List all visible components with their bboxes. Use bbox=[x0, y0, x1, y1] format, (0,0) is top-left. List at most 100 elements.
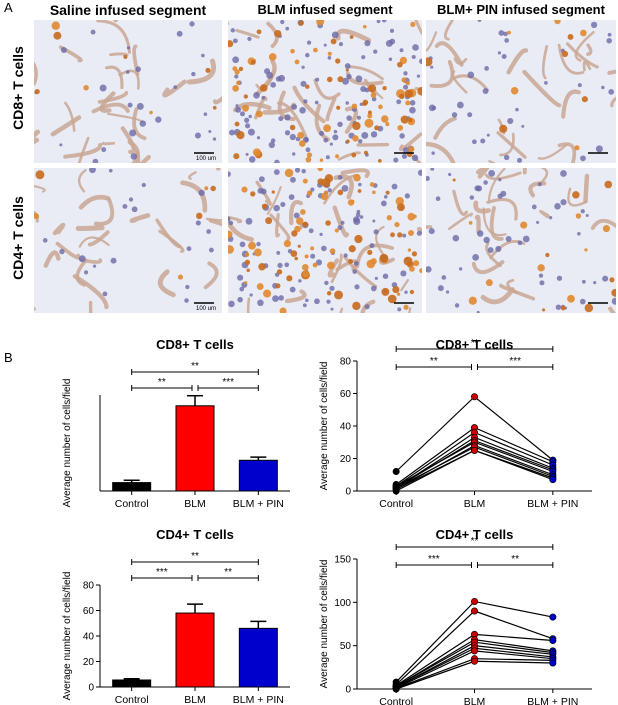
stained-cell bbox=[263, 289, 272, 298]
nucleus-spot bbox=[329, 142, 333, 146]
stained-cell bbox=[468, 221, 473, 225]
significance-label: ** bbox=[224, 567, 232, 578]
stained-cell bbox=[53, 31, 62, 40]
nucleus-spot bbox=[290, 176, 296, 183]
nucleus-spot bbox=[437, 285, 444, 292]
nucleus-spot bbox=[448, 172, 452, 177]
stained-cell bbox=[233, 153, 240, 160]
stained-cell bbox=[246, 268, 250, 273]
nucleus-spot bbox=[548, 215, 553, 220]
stained-cell bbox=[396, 203, 405, 212]
nucleus-spot bbox=[239, 111, 245, 117]
stained-cell bbox=[35, 170, 45, 180]
stained-cell bbox=[243, 94, 248, 99]
nucleus-spot bbox=[310, 187, 315, 192]
nucleus-spot bbox=[537, 182, 542, 187]
nucleus-spot bbox=[370, 131, 378, 138]
micrograph-cd8-blm bbox=[228, 20, 422, 163]
nucleus-spot bbox=[595, 145, 603, 153]
tissue-wall bbox=[212, 95, 222, 105]
nucleus-spot bbox=[344, 63, 351, 69]
stained-cell bbox=[351, 103, 358, 109]
stained-cell bbox=[284, 168, 294, 178]
tissue-wall bbox=[340, 168, 370, 179]
nucleus-spot bbox=[232, 38, 238, 44]
nucleus-spot bbox=[396, 99, 402, 105]
nucleus-spot bbox=[325, 155, 330, 160]
stained-cell bbox=[279, 307, 287, 313]
nucleus-spot bbox=[126, 46, 131, 50]
tissue-wall bbox=[506, 278, 518, 295]
tissue-wall bbox=[162, 79, 187, 98]
nucleus-spot bbox=[497, 51, 502, 55]
nucleus-spot bbox=[314, 298, 320, 305]
nucleus-spot bbox=[208, 247, 214, 253]
tissue-wall bbox=[64, 101, 76, 132]
stained-cell bbox=[401, 77, 407, 83]
stained-cell bbox=[367, 249, 373, 256]
nucleus-spot bbox=[305, 298, 309, 303]
tissue-wall bbox=[330, 253, 343, 284]
data-point bbox=[471, 657, 479, 665]
stained-cell bbox=[452, 178, 456, 182]
nucleus-spot bbox=[337, 121, 343, 127]
nucleus-spot bbox=[139, 120, 147, 127]
nucleus-spot bbox=[306, 40, 312, 45]
x-tick-label: Control bbox=[115, 498, 149, 510]
stained-cell bbox=[250, 191, 256, 197]
stained-cell bbox=[353, 173, 361, 182]
stained-cell bbox=[258, 263, 266, 271]
nucleus-spot bbox=[284, 114, 291, 121]
stained-cell bbox=[542, 308, 546, 312]
nucleus-spot bbox=[245, 123, 251, 129]
nucleus-spot bbox=[340, 220, 345, 225]
nucleus-spot bbox=[273, 204, 280, 212]
tissue-wall bbox=[120, 126, 136, 154]
y-tick-label: 0 bbox=[345, 685, 351, 696]
nucleus-spot bbox=[412, 44, 419, 51]
row-title-cd8: CD8+ T cells bbox=[10, 46, 26, 130]
nucleus-spot bbox=[356, 115, 362, 120]
nucleus-spot bbox=[486, 133, 490, 137]
nucleus-spot bbox=[270, 82, 277, 88]
stained-cell bbox=[581, 96, 588, 103]
nucleus-spot bbox=[426, 266, 432, 273]
nucleus-spot bbox=[498, 178, 502, 182]
nucleus-spot bbox=[294, 168, 301, 173]
nucleus-spot bbox=[590, 21, 598, 29]
stained-cell bbox=[327, 261, 335, 270]
stained-cell bbox=[370, 92, 377, 98]
y-axis-label: Average number of cells/field bbox=[62, 379, 73, 508]
y-tick-label: 60 bbox=[340, 389, 352, 400]
nucleus-spot bbox=[323, 43, 327, 47]
tissue-wall bbox=[118, 69, 140, 90]
nucleus-spot bbox=[538, 273, 544, 278]
nucleus-spot bbox=[258, 176, 265, 183]
tissue-wall bbox=[557, 142, 577, 163]
nucleus-spot bbox=[472, 139, 477, 145]
nucleus-spot bbox=[125, 70, 130, 74]
stained-cell bbox=[372, 190, 376, 195]
tissue-wall bbox=[78, 236, 110, 248]
chart-cd8-line: CD8+ T cells Average number of cells/fiel… bbox=[319, 337, 592, 510]
nucleus-spot bbox=[247, 128, 255, 136]
stained-cell bbox=[510, 86, 519, 95]
stained-cell bbox=[326, 76, 333, 83]
stained-cell bbox=[349, 35, 354, 39]
stained-cell bbox=[385, 122, 390, 127]
stained-cell bbox=[317, 178, 324, 185]
nucleus-spot bbox=[376, 20, 381, 24]
tissue-wall bbox=[443, 20, 455, 41]
stained-cell bbox=[367, 113, 373, 119]
nucleus-spot bbox=[234, 74, 239, 79]
tissue-wall bbox=[473, 200, 491, 214]
tissue-wall bbox=[34, 61, 38, 86]
nucleus-spot bbox=[248, 114, 252, 119]
stained-cell bbox=[310, 246, 315, 251]
scale-bar-label: 100 um bbox=[196, 306, 216, 312]
stained-cell bbox=[83, 84, 89, 91]
nucleus-spot bbox=[608, 89, 615, 95]
nucleus-spot bbox=[505, 236, 512, 243]
nucleus-spot bbox=[245, 152, 249, 156]
y-tick-label: 20 bbox=[83, 657, 95, 668]
